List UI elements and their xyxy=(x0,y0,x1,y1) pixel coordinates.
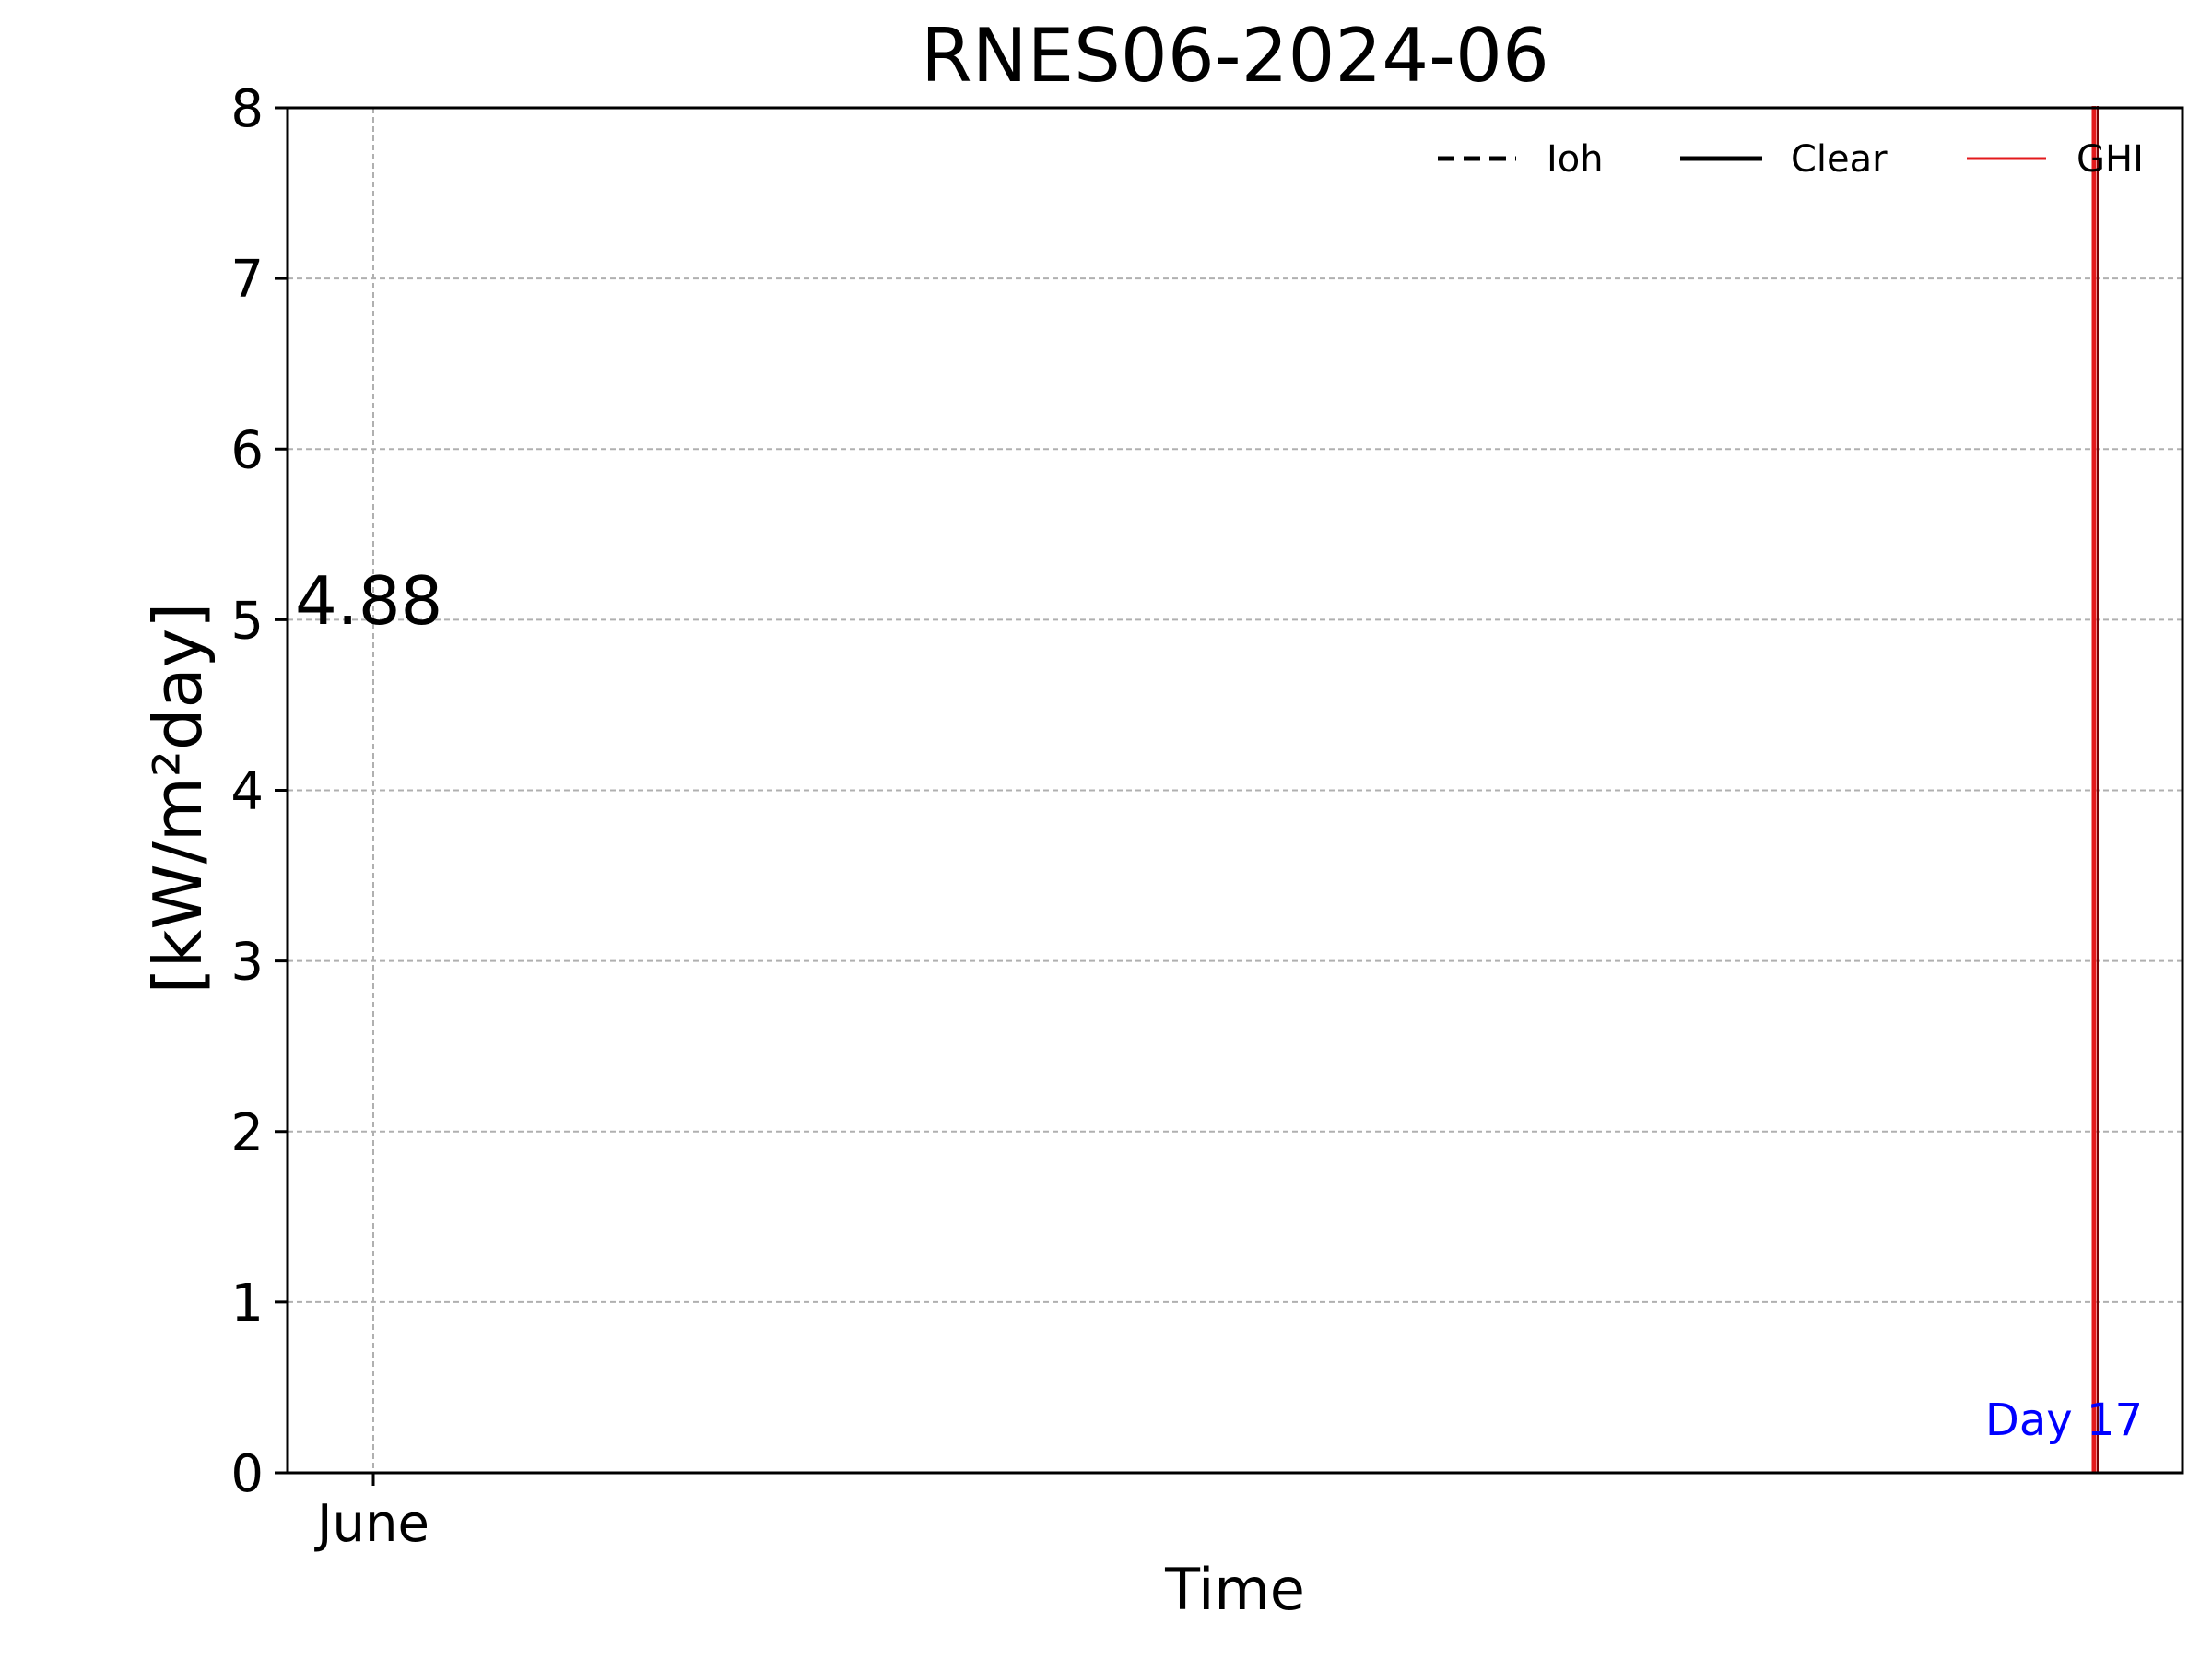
y-tick-label: 3 xyxy=(230,933,264,993)
y-tick-label: 4 xyxy=(230,762,264,822)
y-axis-ticks: 0 1 2 3 4 5 6 7 8 xyxy=(230,79,288,1504)
y-tick-label: 7 xyxy=(230,250,264,310)
x-axis-ticks: June xyxy=(314,1473,429,1554)
annotation-value: 4.88 xyxy=(295,562,442,640)
legend-label-clear: Clear xyxy=(1791,138,1888,181)
chart-title: RNES06-2024-06 xyxy=(921,13,1549,99)
legend: Ioh Clear GHI xyxy=(1438,138,2144,181)
day-label: Day 17 xyxy=(1985,1394,2143,1446)
grid xyxy=(288,108,2183,1473)
y-tick-label: 2 xyxy=(230,1103,264,1163)
y-axis-label: [kW/m²day] xyxy=(139,603,217,994)
y-tick-label: 5 xyxy=(230,591,264,651)
y-tick-label: 6 xyxy=(230,420,264,480)
y-tick-label: 8 xyxy=(230,79,264,139)
legend-label-ghi: GHI xyxy=(2077,138,2144,181)
y-tick-label: 0 xyxy=(230,1444,264,1504)
x-tick-label: June xyxy=(314,1494,429,1554)
legend-label-ioh: Ioh xyxy=(1547,138,1604,181)
x-axis-label: Time xyxy=(1164,1556,1305,1623)
y-tick-label: 1 xyxy=(230,1274,264,1334)
